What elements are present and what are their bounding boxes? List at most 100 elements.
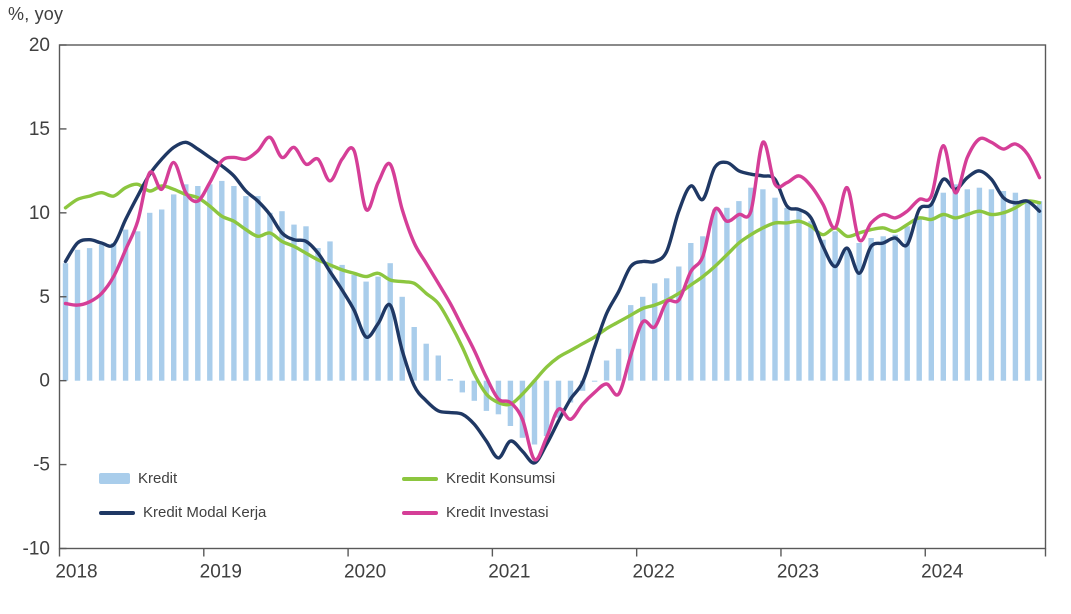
bar-kredit bbox=[315, 248, 321, 381]
bar-kredit bbox=[555, 380, 562, 418]
bar-kredit bbox=[880, 236, 886, 381]
bar-kredit bbox=[628, 305, 634, 381]
bar-kredit bbox=[796, 209, 802, 381]
legend-item-kredit: Kredit bbox=[99, 467, 402, 490]
bar-kredit bbox=[772, 197, 778, 381]
bar-kredit bbox=[808, 221, 814, 381]
bar-kredit bbox=[1024, 201, 1031, 381]
legend-swatch-line bbox=[99, 510, 135, 515]
bar-kredit bbox=[567, 380, 574, 403]
bar-kredit bbox=[543, 380, 550, 437]
bar-kredit bbox=[736, 201, 742, 381]
legend-swatch-line bbox=[402, 476, 438, 481]
bar-kredit bbox=[435, 355, 441, 381]
legend-item-kredit-konsumsi: Kredit Konsumsi bbox=[402, 467, 662, 490]
legend-label: Kredit Modal Kerja bbox=[143, 504, 267, 521]
bar-kredit bbox=[832, 231, 838, 381]
bar-kredit bbox=[159, 209, 165, 381]
x-axis-tick-label: 2019 bbox=[200, 562, 242, 583]
bar-kredit bbox=[122, 229, 129, 381]
bar-kredit bbox=[591, 380, 598, 382]
line-kredit-modal-kerja bbox=[63, 140, 1042, 465]
bar-kredit bbox=[291, 224, 297, 381]
x-axis-tick-label: 2020 bbox=[344, 562, 386, 583]
bar-kredit bbox=[700, 236, 706, 381]
x-axis-tick-label: 2022 bbox=[633, 562, 675, 583]
bar-kredit bbox=[267, 212, 273, 381]
bar-kredit bbox=[904, 226, 910, 381]
bar-kredit bbox=[423, 343, 429, 381]
y-axis-unit-label: %, yoy bbox=[8, 4, 64, 24]
bar-kredit bbox=[74, 249, 81, 381]
legend-label: Kredit Investasi bbox=[446, 504, 549, 521]
bar-kredit bbox=[135, 231, 141, 381]
bar-kredit bbox=[988, 189, 995, 381]
x-axis-tick-label: 2021 bbox=[488, 562, 530, 583]
bar-kredit bbox=[207, 184, 213, 381]
bar-kredit bbox=[183, 184, 189, 381]
bar-kredit bbox=[964, 189, 970, 381]
y-axis-tick-label: 15 bbox=[29, 119, 50, 140]
bar-kredit bbox=[952, 184, 958, 381]
bar-kredit bbox=[98, 244, 105, 381]
bar-kredit bbox=[748, 187, 754, 381]
y-axis-tick-label: 20 bbox=[29, 35, 50, 56]
bar-kredit bbox=[1012, 192, 1019, 381]
bar-kredit bbox=[86, 248, 93, 381]
bar-kredit bbox=[712, 209, 718, 381]
y-axis-tick-label: 10 bbox=[29, 203, 50, 224]
x-axis-tick-label: 2023 bbox=[777, 562, 819, 583]
bar-kredit bbox=[640, 296, 646, 381]
y-axis-tick-label: 5 bbox=[39, 287, 50, 308]
bar-kredit bbox=[399, 296, 405, 381]
bar-kredit bbox=[664, 278, 670, 381]
bar-kredit bbox=[760, 189, 766, 381]
legend-item-kredit-investasi: Kredit Investasi bbox=[402, 501, 662, 524]
bar-kredit bbox=[363, 281, 369, 381]
x-axis-tick-label: 2024 bbox=[921, 562, 964, 583]
legend-label: Kredit bbox=[138, 470, 178, 487]
bar-kredit bbox=[916, 217, 922, 381]
bar-kredit bbox=[62, 263, 69, 381]
bar-kredit bbox=[219, 180, 225, 381]
x-axis-tick-label: 2018 bbox=[55, 562, 97, 583]
legend-label: Kredit Konsumsi bbox=[446, 470, 556, 487]
bar-kredit bbox=[868, 238, 874, 381]
bar-kredit bbox=[892, 234, 898, 381]
bar-kredit bbox=[844, 248, 850, 381]
legend-item-kredit-modal-kerja: Kredit Modal Kerja bbox=[99, 501, 402, 524]
y-axis-tick-label: 0 bbox=[39, 371, 50, 392]
bar-kredit bbox=[531, 380, 538, 445]
bar-kredit bbox=[1036, 201, 1043, 381]
bar-kredit bbox=[195, 186, 201, 381]
bar-kredit bbox=[447, 379, 453, 381]
bar-kredit bbox=[615, 348, 622, 381]
bar-kredit bbox=[171, 194, 177, 381]
bar-kredit bbox=[339, 264, 345, 381]
bar-kredit bbox=[387, 263, 393, 381]
bar-kredit bbox=[856, 243, 862, 381]
bar-kredit bbox=[928, 204, 934, 381]
bar-kredit bbox=[471, 380, 477, 401]
bar-kredit bbox=[519, 380, 526, 438]
bar-kredit bbox=[603, 360, 610, 381]
bar-kredit bbox=[1000, 191, 1007, 381]
legend-swatch-line bbox=[402, 510, 438, 515]
bar-kredit bbox=[351, 274, 357, 381]
chart-legend: Kredit Kredit Konsumsi Kredit Modal Kerja K… bbox=[99, 467, 662, 524]
line-kredit-investasi bbox=[63, 135, 1042, 462]
bar-kredit bbox=[279, 211, 285, 381]
bar-kredit bbox=[147, 212, 153, 381]
bar-kredit bbox=[820, 239, 826, 381]
bar-kredit bbox=[110, 243, 117, 381]
bar-kredit bbox=[327, 241, 333, 381]
legend-swatch-bar bbox=[99, 473, 130, 484]
bar-kredit bbox=[940, 192, 946, 381]
bar-kredit bbox=[784, 207, 790, 381]
line-kredit-konsumsi bbox=[63, 182, 1042, 407]
bar-kredit bbox=[652, 283, 658, 381]
y-axis-tick-label: -5 bbox=[33, 455, 50, 476]
bar-kredit bbox=[459, 380, 465, 393]
bar-kredit bbox=[231, 186, 237, 381]
